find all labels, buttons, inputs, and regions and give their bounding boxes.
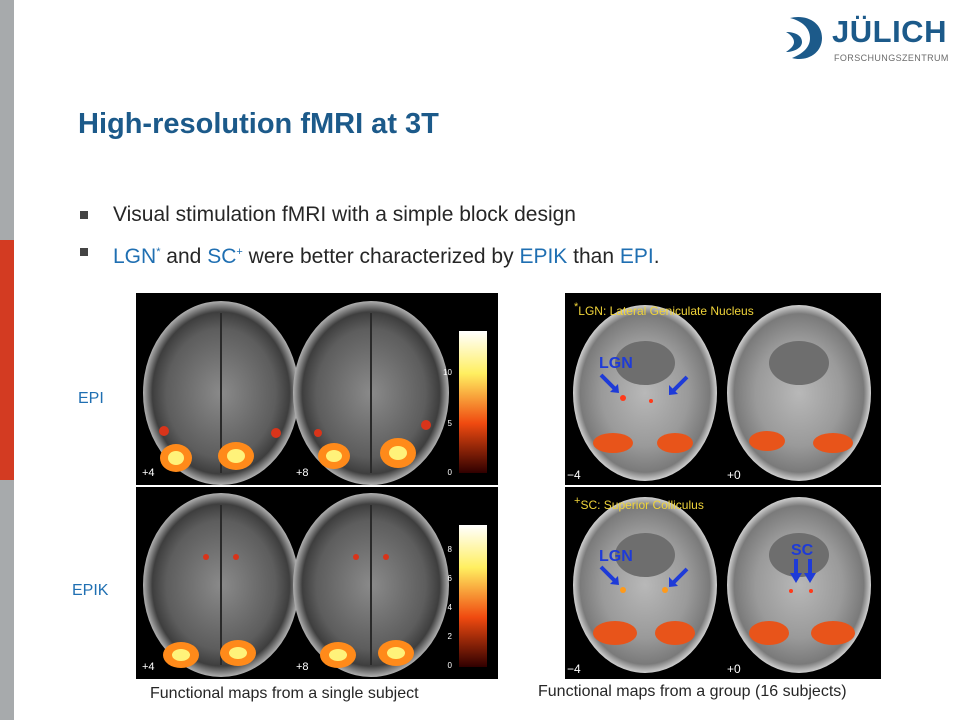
scale-tick-label: 10 (443, 368, 452, 377)
slice-label: +4 (142, 661, 155, 673)
slice-label: −4 (567, 468, 581, 482)
scale-tick-label: 5 (448, 419, 453, 428)
lgn-mark: * (156, 246, 161, 258)
term-epik: EPIK (519, 245, 568, 268)
sc-footnote: +SC: Superior Colliculus (574, 495, 704, 512)
lgn-annotation: LGN (599, 355, 633, 372)
slide-title: High-resolution fMRI at 3T (78, 108, 439, 140)
footnote-text: SC: Superior Colliculus (580, 498, 704, 512)
scale-tick-label: 6 (448, 574, 453, 583)
bullet-list: Visual stimulation fMRI with a simple bl… (80, 200, 880, 274)
scale-tick-label: 2 (448, 632, 453, 641)
lgn-annotation: LGN (599, 548, 633, 565)
juelich-logo: JÜLICH FORSCHUNGSZENTRUM (780, 10, 950, 70)
term-sc: SC (207, 245, 237, 268)
bullet-item: Visual stimulation fMRI with a simple bl… (80, 200, 880, 237)
sc-mark: + (236, 246, 243, 258)
side-color-bar (0, 0, 14, 720)
slice-label: +8 (296, 661, 309, 673)
term-epi: EPI (619, 245, 654, 268)
footnote-mark: * (574, 301, 579, 313)
logo-mark-icon (786, 16, 822, 60)
text-and: and (160, 245, 208, 268)
bar-segment-gray (0, 0, 14, 240)
single-subject-caption: Functional maps from a single subject (150, 685, 419, 702)
bullet-item: LGN* and SC+ were better characterized b… (80, 237, 880, 274)
bullet-text: Visual stimulation fMRI with a simple bl… (113, 203, 576, 226)
scale-tick-label: 8 (448, 545, 453, 554)
slice-label: +8 (296, 467, 309, 479)
sc-annotation: SC (791, 542, 814, 559)
epi-brain-image: +4 +8 10 5 0 (136, 293, 498, 485)
epik-label: EPIK (72, 582, 109, 599)
bullet-square-icon (80, 211, 88, 219)
lgn-footnote: *LGN: Lateral Geniculate Nucleus (574, 301, 754, 318)
scale-tick-label: 0 (448, 468, 453, 477)
text-period: . (653, 245, 660, 268)
term-lgn: LGN (113, 245, 157, 268)
footnote-text: LGN: Lateral Geniculate Nucleus (578, 304, 754, 318)
slice-label: +0 (727, 468, 741, 482)
slice-label: +4 (142, 467, 155, 479)
group-epi-brain-image: LGN −4 +0 (565, 293, 881, 485)
scale-tick-label: 0 (448, 661, 453, 670)
group-epik-brain-image: LGN SC −4 +0 (565, 487, 881, 679)
bar-segment-gray (0, 480, 14, 720)
text-than: than (567, 245, 620, 268)
group-caption: Functional maps from a group (16 subject… (538, 683, 847, 700)
epi-label: EPI (78, 390, 104, 407)
footnote-mark: + (574, 495, 581, 507)
bar-segment-red (0, 240, 14, 480)
logo-subtitle: FORSCHUNGSZENTRUM (834, 53, 949, 63)
logo-name: JÜLICH (832, 14, 947, 49)
scale-tick-label: 4 (448, 603, 453, 612)
epik-brain-image: +4 +8 8 6 4 2 0 (136, 487, 498, 679)
slice-label: +0 (727, 662, 741, 676)
slice-label: −4 (567, 662, 581, 676)
bullet-square-icon (80, 248, 88, 256)
text-middle: were better characterized by (242, 245, 520, 268)
